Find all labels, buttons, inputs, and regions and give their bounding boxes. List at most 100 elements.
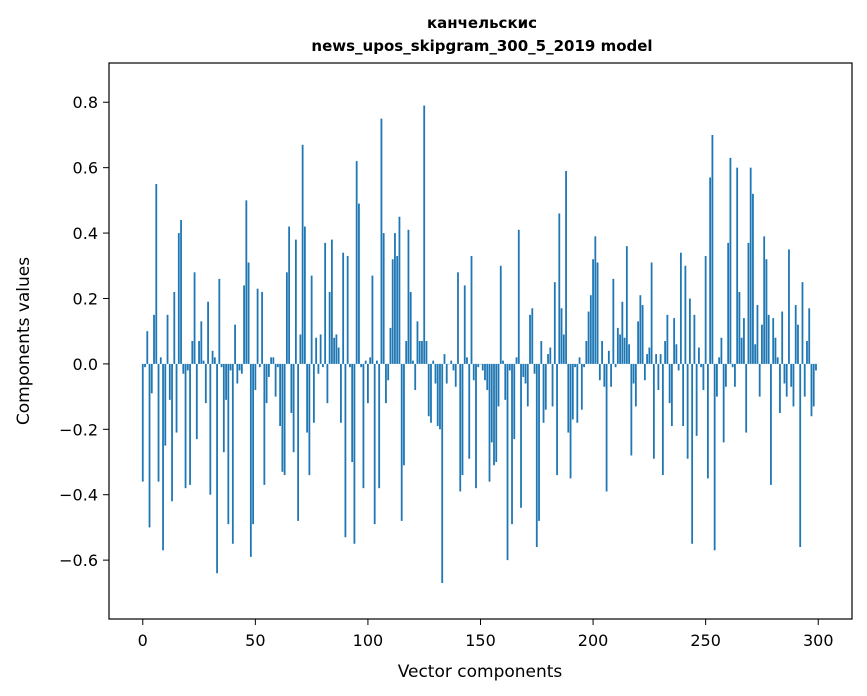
bar bbox=[520, 363, 522, 508]
bar bbox=[486, 363, 489, 391]
bar bbox=[781, 311, 784, 364]
bar bbox=[162, 363, 164, 551]
bar bbox=[292, 363, 295, 453]
bar bbox=[265, 363, 268, 404]
bar bbox=[312, 363, 315, 423]
bar bbox=[416, 321, 419, 364]
bar bbox=[191, 341, 194, 364]
bar bbox=[673, 318, 676, 364]
bar bbox=[567, 363, 570, 433]
bar bbox=[779, 363, 781, 413]
bar bbox=[695, 363, 698, 436]
bar bbox=[526, 363, 529, 407]
x-axis-ticks: 0 50 100 150 200 250 300 bbox=[138, 619, 834, 650]
bar bbox=[725, 363, 727, 387]
bar bbox=[639, 295, 642, 364]
bar bbox=[531, 308, 534, 364]
bar bbox=[166, 314, 169, 364]
bar bbox=[445, 363, 448, 384]
bar bbox=[607, 350, 610, 364]
bar bbox=[236, 363, 239, 384]
bar bbox=[770, 363, 772, 485]
bar bbox=[772, 318, 775, 364]
bar bbox=[747, 242, 750, 364]
bar bbox=[186, 363, 189, 371]
bar bbox=[634, 363, 637, 407]
bar bbox=[436, 363, 439, 427]
bar bbox=[576, 363, 579, 423]
bar bbox=[799, 363, 802, 548]
bar bbox=[425, 341, 428, 364]
bar bbox=[718, 357, 721, 364]
bar bbox=[716, 363, 718, 397]
bar bbox=[243, 285, 245, 364]
bar bbox=[380, 118, 383, 364]
bar bbox=[495, 363, 498, 463]
x-tick-label: 250 bbox=[690, 631, 721, 650]
bar bbox=[756, 305, 759, 364]
bar bbox=[574, 363, 576, 368]
bar bbox=[776, 357, 779, 364]
bar bbox=[812, 363, 815, 407]
bar bbox=[378, 363, 381, 489]
bar bbox=[502, 360, 504, 364]
bar bbox=[344, 363, 347, 538]
bar bbox=[790, 363, 793, 387]
bar bbox=[571, 363, 574, 420]
bar bbox=[587, 311, 590, 364]
bar bbox=[389, 327, 392, 364]
y-tick-label: 0.4 bbox=[73, 224, 98, 243]
bar bbox=[565, 170, 567, 364]
bar bbox=[734, 363, 736, 387]
bar bbox=[276, 363, 279, 368]
bar bbox=[601, 341, 603, 364]
y-axis-label: Components values bbox=[14, 257, 34, 425]
bar bbox=[306, 363, 309, 433]
y-tick-label: 0.0 bbox=[73, 355, 98, 374]
bar bbox=[414, 363, 417, 391]
bar bbox=[580, 363, 583, 410]
bar bbox=[484, 363, 486, 381]
bar bbox=[765, 259, 768, 364]
y-axis-ticks: −0.6 −0.4 −0.2 0.0 0.2 0.4 0.6 0.8 bbox=[59, 93, 109, 570]
bar bbox=[700, 363, 703, 368]
bar bbox=[535, 363, 538, 548]
bar bbox=[326, 363, 329, 404]
bar bbox=[815, 363, 817, 371]
bar bbox=[319, 334, 322, 364]
bar bbox=[198, 341, 200, 364]
bar bbox=[376, 360, 378, 364]
bar bbox=[592, 259, 594, 364]
bar bbox=[549, 347, 552, 364]
bar bbox=[432, 360, 435, 364]
bar bbox=[497, 363, 500, 407]
bar bbox=[463, 285, 466, 364]
bar bbox=[229, 363, 232, 371]
bar bbox=[310, 275, 313, 364]
bar bbox=[488, 363, 491, 482]
bar bbox=[272, 357, 275, 364]
chart-title: канчельскис bbox=[427, 14, 537, 32]
bar bbox=[355, 161, 358, 364]
bar bbox=[472, 363, 475, 381]
bar bbox=[222, 363, 225, 453]
bar bbox=[418, 341, 421, 364]
bar bbox=[274, 363, 277, 397]
bar bbox=[659, 354, 662, 364]
bar bbox=[808, 308, 811, 364]
bar bbox=[544, 363, 547, 410]
bar bbox=[632, 363, 635, 384]
bar bbox=[144, 363, 146, 368]
bar bbox=[788, 249, 790, 364]
bar bbox=[159, 357, 162, 364]
bar bbox=[675, 344, 678, 364]
bar bbox=[493, 363, 495, 466]
bar bbox=[353, 363, 356, 544]
bar bbox=[412, 360, 414, 364]
bar bbox=[213, 357, 216, 364]
bar bbox=[506, 363, 509, 561]
bar bbox=[508, 363, 511, 371]
bar bbox=[657, 363, 660, 391]
bar bbox=[450, 360, 453, 364]
bar bbox=[785, 363, 788, 397]
